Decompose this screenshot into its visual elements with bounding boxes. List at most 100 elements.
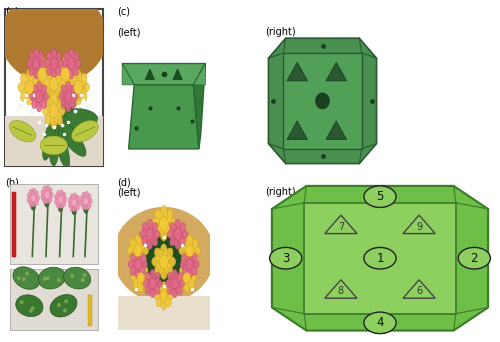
Ellipse shape [138,260,147,269]
Ellipse shape [174,219,181,233]
Ellipse shape [140,229,149,239]
Ellipse shape [75,203,80,210]
Ellipse shape [58,202,63,212]
Ellipse shape [154,210,164,224]
Ellipse shape [13,267,40,289]
Ellipse shape [160,244,168,260]
Polygon shape [173,69,182,80]
Circle shape [174,228,182,240]
Ellipse shape [142,232,186,286]
Ellipse shape [10,120,36,142]
Ellipse shape [178,229,188,239]
Ellipse shape [44,198,50,207]
Ellipse shape [54,194,60,201]
Ellipse shape [56,190,60,198]
Ellipse shape [180,260,189,269]
Ellipse shape [54,117,86,156]
Bar [304,203,456,314]
Ellipse shape [41,190,46,196]
Ellipse shape [50,66,58,83]
Ellipse shape [37,59,46,68]
Text: (a): (a) [5,7,18,17]
Ellipse shape [164,296,171,307]
Ellipse shape [32,200,36,208]
Ellipse shape [138,250,146,263]
Ellipse shape [73,193,77,200]
Ellipse shape [30,81,41,93]
Ellipse shape [48,192,54,198]
Text: 6: 6 [416,286,422,296]
Ellipse shape [172,269,178,282]
Ellipse shape [70,194,74,201]
Ellipse shape [26,69,33,86]
Ellipse shape [24,305,28,308]
Ellipse shape [154,261,164,275]
Ellipse shape [29,73,38,88]
Ellipse shape [152,273,160,284]
Ellipse shape [138,264,145,275]
Ellipse shape [38,56,46,73]
Ellipse shape [54,59,64,68]
Ellipse shape [160,263,168,279]
Ellipse shape [142,234,150,246]
Ellipse shape [64,267,91,289]
Ellipse shape [154,223,164,237]
Ellipse shape [51,48,57,63]
Ellipse shape [41,194,46,200]
Ellipse shape [33,61,42,75]
Circle shape [50,77,58,91]
Ellipse shape [180,267,187,278]
Ellipse shape [88,198,92,204]
Ellipse shape [154,248,164,262]
Text: (right): (right) [265,187,296,197]
Ellipse shape [72,206,76,215]
Ellipse shape [174,284,182,294]
Circle shape [68,58,75,69]
Circle shape [50,104,58,118]
Ellipse shape [27,193,32,199]
Ellipse shape [74,89,82,106]
Ellipse shape [34,190,38,197]
Ellipse shape [70,277,73,281]
Polygon shape [194,64,205,85]
Ellipse shape [56,201,60,209]
Ellipse shape [54,278,58,282]
Ellipse shape [50,294,77,317]
Polygon shape [272,186,488,330]
Ellipse shape [142,274,150,282]
Ellipse shape [145,284,153,294]
Ellipse shape [187,278,194,289]
Ellipse shape [40,92,48,101]
Text: 8: 8 [338,286,344,296]
Ellipse shape [172,285,178,298]
Ellipse shape [138,279,143,292]
Ellipse shape [69,92,78,101]
Ellipse shape [62,56,69,73]
Ellipse shape [22,277,26,281]
Ellipse shape [80,196,84,202]
Ellipse shape [140,267,148,278]
Ellipse shape [76,199,80,206]
Ellipse shape [45,110,54,125]
Ellipse shape [68,85,75,97]
Ellipse shape [72,59,81,68]
Ellipse shape [56,61,66,75]
Circle shape [364,248,396,269]
Ellipse shape [42,61,51,75]
Ellipse shape [68,48,74,63]
Ellipse shape [34,65,39,79]
Ellipse shape [68,96,75,108]
Ellipse shape [152,218,163,229]
Text: (right): (right) [265,27,296,37]
Ellipse shape [66,69,77,80]
Ellipse shape [32,85,39,97]
Ellipse shape [165,279,174,288]
Ellipse shape [43,186,47,193]
Ellipse shape [62,200,66,207]
Ellipse shape [156,296,164,307]
Ellipse shape [184,264,190,277]
Ellipse shape [182,238,190,251]
Ellipse shape [62,76,69,93]
Polygon shape [122,64,206,85]
Circle shape [134,245,142,257]
